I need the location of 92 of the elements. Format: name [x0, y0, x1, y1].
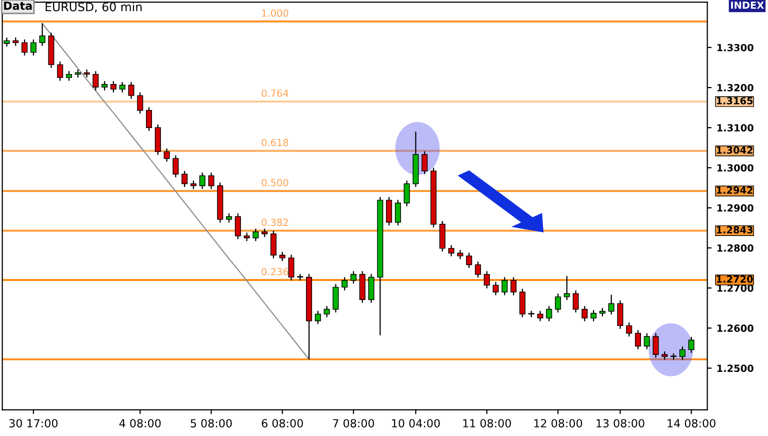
annotation: 1.000	[262, 9, 288, 17]
candlestick	[288, 254, 294, 281]
candlestick	[252, 228, 259, 242]
ref-line-label: 1.2720	[716, 275, 753, 283]
x-tick-label: 10 04:00	[392, 419, 440, 428]
line-series	[42, 22, 310, 360]
y-tick-label: 1.3000	[717, 164, 754, 172]
candlestick	[182, 170, 188, 188]
y-tick-label: 1.2500	[717, 364, 754, 372]
annotation: Data	[4, 2, 32, 10]
candlestick	[644, 332, 650, 350]
candlestick	[102, 80, 108, 91]
candlestick	[502, 276, 508, 296]
candlestick	[279, 251, 286, 262]
candlestick	[57, 60, 64, 82]
candlestick	[137, 92, 144, 114]
candlestick	[270, 230, 276, 259]
x-tick-label: 5 08:00	[190, 419, 232, 428]
candlestick	[314, 310, 321, 325]
y-tick-label: 1.2900	[717, 204, 754, 212]
candlestick	[626, 322, 632, 338]
candlestick	[172, 154, 179, 178]
candlestick	[634, 330, 641, 350]
candlestick	[342, 276, 348, 291]
candlestick	[572, 290, 579, 313]
candlestick	[324, 305, 330, 318]
ref-line-label: 1.3042	[716, 146, 752, 154]
candlestick	[66, 70, 72, 82]
ref-line-label: 1.3165	[716, 97, 753, 104]
candlestick	[688, 336, 694, 354]
candlestick	[554, 293, 561, 313]
x-tick-label: 7 08:00	[333, 419, 374, 428]
annotation: 0.764	[262, 90, 288, 97]
annotation: 0.382	[262, 218, 288, 226]
chart-title: EURUSD, 60 min	[46, 2, 142, 13]
candlestick	[234, 212, 241, 240]
candlestick	[226, 212, 232, 224]
candlestick	[244, 232, 250, 242]
candlestick	[368, 273, 374, 304]
candlestick	[404, 180, 410, 207]
y-tick-label: 1.2800	[717, 244, 754, 252]
candlestick	[582, 305, 588, 322]
candlestick	[484, 270, 490, 289]
candlestick	[84, 68, 90, 78]
candlestick	[422, 150, 428, 175]
x-tick-label: 30 17:00	[9, 419, 58, 428]
candlestick	[146, 106, 152, 132]
candlestick	[92, 70, 99, 91]
candlestick	[332, 283, 339, 313]
ref-line-label: 1.2843	[716, 226, 753, 234]
candlestick	[652, 332, 659, 358]
candlestick	[164, 148, 170, 162]
candlestick	[350, 270, 356, 284]
x-tick-label: 13 08:00	[596, 419, 644, 428]
candlestick	[39, 22, 46, 46]
y-tick-label: 1.2600	[717, 324, 754, 332]
candlestick	[510, 276, 517, 296]
candlestick	[537, 310, 544, 322]
ref-line-label: 1.2942	[716, 186, 752, 194]
candlestick	[564, 275, 570, 301]
candlestick	[679, 346, 686, 360]
x-tick-label: 6 08:00	[262, 419, 303, 428]
text: INDEX	[731, 2, 764, 9]
candlestick	[546, 305, 552, 322]
x-tick-label: 4 08:00	[119, 419, 161, 428]
candlestick	[119, 81, 126, 93]
candlestick	[474, 260, 481, 278]
candlestick	[386, 196, 392, 226]
candlestick	[466, 252, 472, 268]
x-tick-label: 12 08:00	[534, 419, 582, 428]
candlestick	[457, 249, 464, 260]
candlestick	[208, 172, 214, 190]
candlestick	[617, 300, 624, 330]
candlestick	[519, 288, 526, 318]
y-tick-label: 1.3300	[717, 44, 754, 52]
candlestick	[22, 38, 28, 56]
candlestick	[199, 172, 206, 190]
candlestick	[448, 244, 454, 257]
candlestick	[128, 81, 134, 100]
candlestick	[394, 199, 401, 226]
y-tick-label: 1.3200	[717, 84, 754, 92]
candlestick	[110, 80, 116, 93]
candlestick	[528, 310, 534, 318]
x-tick-label: 11 08:00	[463, 419, 511, 428]
x-tick-label: 14 08:00	[668, 419, 716, 428]
candlestick	[590, 309, 597, 322]
candlestick	[492, 281, 499, 296]
annotation: 0.500	[262, 178, 288, 186]
candlestick	[608, 294, 614, 315]
annotation: 0.618	[262, 138, 288, 146]
candlestick	[30, 38, 36, 56]
y-tick-label: 1.3100	[717, 124, 754, 132]
